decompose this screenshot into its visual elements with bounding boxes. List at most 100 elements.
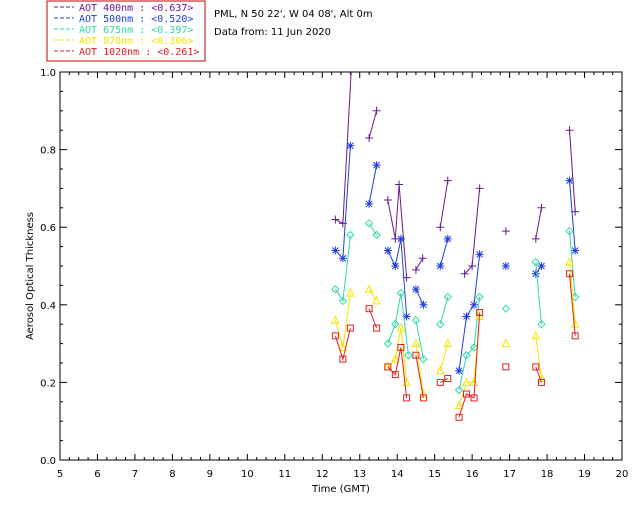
data-point-plus [443,176,452,185]
data-point-star [383,246,392,255]
data-point-square [346,324,354,332]
series-line [535,207,542,239]
data-point-diamond [364,219,374,228]
series-1 [331,49,580,282]
data-point-star [331,246,340,255]
legend-entry: AOT 675nm : <0.397> [79,25,193,36]
data-point-star [455,366,464,375]
data-point-star [396,234,405,243]
data-point-diamond [383,339,393,348]
data-point-plus [436,223,445,232]
data-point-square [502,363,510,371]
data-point-star [338,254,347,263]
data-point-star [501,262,510,270]
series-line [368,110,378,139]
y-axis-label: Aerosol Optical Thickness [25,212,36,340]
series-line [387,347,408,398]
data-point-square [365,305,373,313]
data-point-plus [365,133,374,142]
series-line [387,328,408,383]
data-point-star [443,234,452,243]
data-point-diamond [565,226,574,236]
x-tick-label: 16 [466,469,479,480]
data-point-plus [348,49,356,57]
data-point-diamond [454,385,464,395]
data-point-triangle [570,319,580,328]
data-point-star [462,312,471,321]
x-tick-label: 15 [428,469,441,480]
series-line [439,343,449,371]
series-layer [331,49,580,421]
data-point-star [470,300,479,309]
data-point-plus [460,269,469,278]
series-5 [331,270,579,421]
x-tick-label: 19 [578,469,591,480]
data-point-square [470,394,478,402]
x-tick-label: 5 [57,469,63,480]
y-tick-label: 0.2 [40,378,56,389]
data-point-square [403,394,411,402]
data-point-plus [372,106,381,115]
legend: AOT 400nm : <0.637>AOT 500nm : <0.520>AO… [46,0,206,62]
series-line [415,257,424,271]
data-point-diamond [404,351,413,360]
data-point-star [365,199,374,208]
data-point-star [402,312,411,321]
series-line [439,238,449,267]
data-point-plus [395,180,404,189]
y-tick-label: 0.6 [40,223,56,234]
data-point-triangle [501,338,511,348]
data-point-triangle [531,330,541,340]
data-point-triangle [443,338,453,348]
data-point-diamond [443,292,452,302]
series-line [440,378,449,383]
x-tick-label: 8 [169,469,175,480]
x-tick-label: 17 [503,469,516,480]
data-point-triangle [364,284,374,293]
x-tick-label: 11 [278,469,291,480]
series-line [387,238,408,317]
data-point-square [463,390,471,398]
data-point-plus [418,254,427,263]
series-line [415,289,424,306]
data-point-square [412,351,420,359]
data-point-square [532,363,540,371]
data-point-star [419,300,428,309]
series-line [415,320,424,360]
data-point-square [537,378,545,386]
data-point-triangle [338,342,348,351]
y-tick-label: 0.0 [40,456,56,467]
data-point-square [373,324,381,332]
series-line [569,180,576,251]
series-line [387,184,408,278]
series-line [535,335,542,379]
series-line [368,165,378,204]
y-tick-labels: 0.0 0.2 0.4 0.6 0.8 1.0 [40,68,56,467]
data-point-diamond [396,288,406,298]
y-tick-label: 0.8 [40,146,56,157]
x-tick-label: 13 [353,469,366,480]
series-line [334,293,351,348]
data-point-diamond [346,230,355,240]
data-point-diamond [531,257,541,267]
x-axis-label: Time (GMT) [311,484,370,495]
series-line [458,296,481,391]
series-line [458,254,481,371]
data-point-diamond [537,319,546,329]
data-point-plus [468,262,477,270]
series-line [334,327,351,361]
data-point-diamond [338,296,348,306]
data-point-plus [383,196,392,205]
series-line [569,130,576,212]
data-point-square [339,355,347,363]
site-info-text: PML, N 50 22', W 04 08', Alt 0m [214,9,373,20]
series-line [439,296,449,325]
data-point-square [384,363,392,371]
data-point-star [372,161,381,170]
data-point-square [391,371,399,379]
data-point-triangle [391,354,400,363]
y-tick-label: 0.4 [40,301,56,312]
series-line [334,234,351,303]
series-line [464,188,481,275]
